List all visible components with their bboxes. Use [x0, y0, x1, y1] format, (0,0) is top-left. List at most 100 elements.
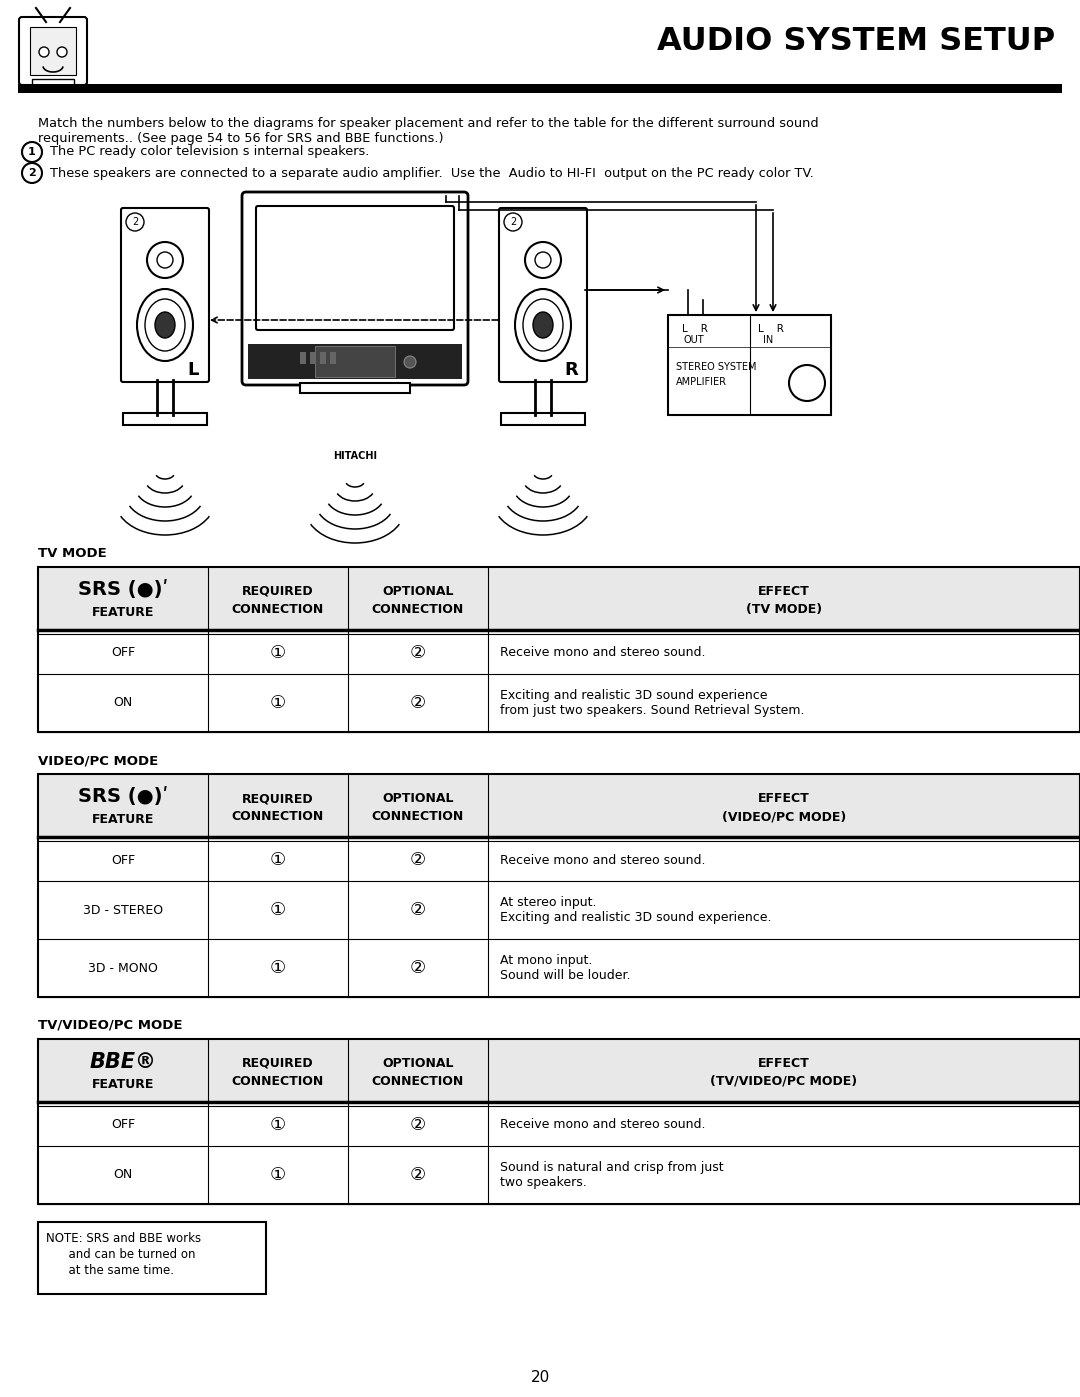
Text: These speakers are connected to a separate audio amplifier.  Use the  Audio to H: These speakers are connected to a separa…	[50, 166, 813, 179]
Text: ①: ①	[270, 851, 286, 869]
Bar	[248, 344, 462, 379]
Text: Sound will be louder.: Sound will be louder.	[500, 970, 631, 982]
Text: from just two speakers. Sound Retrieval System.: from just two speakers. Sound Retrieval …	[500, 704, 805, 717]
Text: OFF: OFF	[111, 647, 135, 659]
Circle shape	[57, 47, 67, 57]
FancyBboxPatch shape	[19, 17, 87, 85]
Text: (TV MODE): (TV MODE)	[746, 604, 822, 616]
Text: HITACHI: HITACHI	[333, 451, 377, 461]
Text: requirements.. (See page 54 to 56 for SRS and BBE functions.): requirements.. (See page 54 to 56 for SR…	[38, 131, 444, 145]
Bar	[38, 774, 1080, 840]
Text: ①: ①	[270, 694, 286, 712]
Text: OFF: OFF	[111, 1119, 135, 1132]
Text: REQUIRED: REQUIRED	[242, 1058, 314, 1070]
Text: AUDIO SYSTEM SETUP: AUDIO SYSTEM SETUP	[657, 27, 1055, 57]
Text: (VIDEO/PC MODE): (VIDEO/PC MODE)	[721, 810, 846, 823]
Text: ②: ②	[410, 644, 427, 662]
Text: VIDEO/PC MODE: VIDEO/PC MODE	[38, 754, 159, 767]
Text: ①: ①	[270, 644, 286, 662]
Bar	[315, 346, 395, 377]
FancyBboxPatch shape	[242, 191, 468, 386]
Text: ②: ②	[410, 958, 427, 977]
Text: CONNECTION: CONNECTION	[372, 604, 464, 616]
Text: ①: ①	[270, 958, 286, 977]
Text: REQUIRED: REQUIRED	[242, 792, 314, 805]
Text: FEATURE: FEATURE	[92, 1078, 154, 1091]
Text: Exciting and realistic 3D sound experience.: Exciting and realistic 3D sound experien…	[500, 911, 771, 923]
Text: ②: ②	[410, 901, 427, 919]
Text: ②: ②	[410, 851, 427, 869]
Text: 1: 1	[28, 147, 36, 156]
Text: Receive mono and stereo sound.: Receive mono and stereo sound.	[500, 1119, 705, 1132]
Text: EFFECT: EFFECT	[758, 585, 810, 598]
Bar	[38, 1222, 266, 1294]
Ellipse shape	[145, 299, 185, 351]
Text: L    R: L R	[681, 324, 707, 334]
Ellipse shape	[156, 312, 175, 338]
Text: IN: IN	[764, 335, 773, 345]
Circle shape	[22, 142, 42, 162]
Bar	[38, 774, 1080, 997]
Bar	[123, 414, 207, 425]
Text: 20: 20	[530, 1370, 550, 1386]
Circle shape	[535, 251, 551, 268]
Text: at the same time.: at the same time.	[46, 1264, 174, 1277]
Text: STEREO SYSTEM: STEREO SYSTEM	[676, 362, 756, 372]
Text: ①: ①	[270, 1166, 286, 1185]
FancyBboxPatch shape	[256, 205, 454, 330]
Text: CONNECTION: CONNECTION	[232, 810, 324, 823]
Bar	[300, 352, 306, 365]
FancyBboxPatch shape	[499, 208, 588, 381]
Text: FEATURE: FEATURE	[92, 813, 154, 826]
Text: NOTE: SRS and BBE works: NOTE: SRS and BBE works	[46, 1232, 201, 1245]
Text: OPTIONAL: OPTIONAL	[382, 1058, 454, 1070]
Text: Receive mono and stereo sound.: Receive mono and stereo sound.	[500, 647, 705, 659]
Text: ②: ②	[410, 694, 427, 712]
Text: Sound is natural and crisp from just: Sound is natural and crisp from just	[500, 1161, 724, 1173]
Text: BBE®: BBE®	[90, 1052, 157, 1071]
Text: L    R: L R	[757, 324, 783, 334]
Text: SRS (●)ʹ: SRS (●)ʹ	[78, 787, 168, 806]
Text: 3D - STEREO: 3D - STEREO	[83, 904, 163, 916]
Ellipse shape	[515, 289, 571, 360]
Bar	[38, 1039, 1080, 1204]
Text: 2: 2	[510, 217, 516, 226]
Bar	[330, 352, 336, 365]
Bar	[501, 414, 585, 425]
Ellipse shape	[137, 289, 193, 360]
Circle shape	[504, 212, 522, 231]
Text: EFFECT: EFFECT	[758, 792, 810, 805]
Bar	[32, 80, 75, 87]
Text: CONNECTION: CONNECTION	[232, 1076, 324, 1088]
Text: CONNECTION: CONNECTION	[372, 810, 464, 823]
Bar	[310, 352, 316, 365]
Text: REQUIRED: REQUIRED	[242, 585, 314, 598]
Text: SRS (●)ʹ: SRS (●)ʹ	[78, 580, 168, 599]
Text: At stereo input.: At stereo input.	[500, 895, 596, 909]
Text: ON: ON	[113, 697, 133, 710]
Text: OPTIONAL: OPTIONAL	[382, 585, 454, 598]
Text: ①: ①	[270, 1116, 286, 1134]
Text: 2: 2	[28, 168, 36, 177]
Text: L: L	[187, 360, 199, 379]
Text: R: R	[564, 360, 578, 379]
Text: At mono input.: At mono input.	[500, 954, 592, 967]
Bar	[38, 567, 1080, 732]
Bar	[30, 27, 76, 75]
Text: ON: ON	[113, 1168, 133, 1182]
Text: OPTIONAL: OPTIONAL	[382, 792, 454, 805]
Text: FEATURE: FEATURE	[92, 606, 154, 619]
FancyBboxPatch shape	[121, 208, 210, 381]
Bar	[18, 84, 1062, 94]
Text: and can be turned on: and can be turned on	[46, 1248, 195, 1261]
Circle shape	[525, 242, 561, 278]
Text: CONNECTION: CONNECTION	[372, 1076, 464, 1088]
Ellipse shape	[523, 299, 563, 351]
Circle shape	[404, 356, 416, 367]
Text: EFFECT: EFFECT	[758, 1058, 810, 1070]
Text: TV MODE: TV MODE	[38, 548, 107, 560]
Text: 2: 2	[132, 217, 138, 226]
Circle shape	[126, 212, 144, 231]
Text: TV/VIDEO/PC MODE: TV/VIDEO/PC MODE	[38, 1018, 183, 1032]
Text: two speakers.: two speakers.	[500, 1176, 586, 1189]
